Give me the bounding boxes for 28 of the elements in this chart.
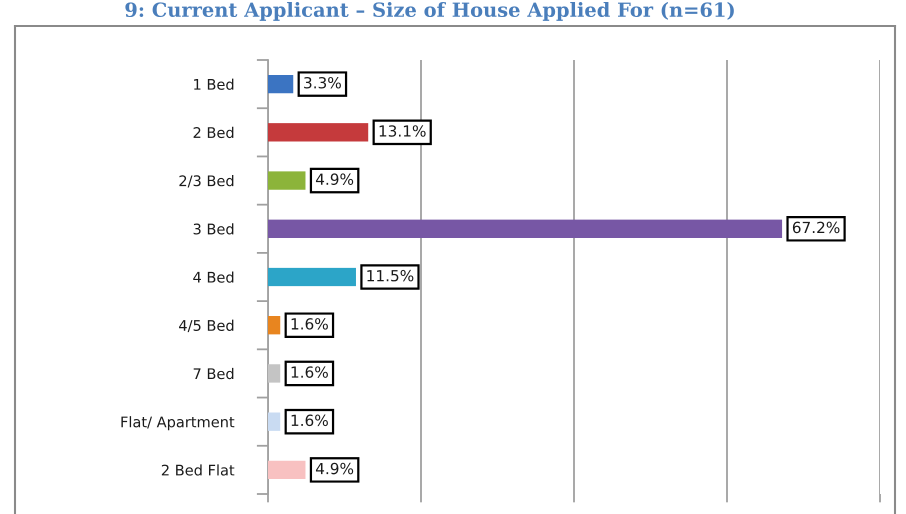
bar [268,412,280,431]
bar [268,364,280,383]
bar [268,171,306,190]
y-tick-label: 7 Bed [194,368,234,380]
y-tick-label: 2 Bed Flat [162,464,234,476]
data-label: 13.1% [380,125,426,137]
bar [268,123,368,142]
data-label: 1.6% [292,414,328,426]
data-label: 4.9% [316,462,354,474]
bar [268,268,356,286]
bar [268,220,782,238]
y-tick-label: 4/5 Bed [179,320,234,332]
y-tick-label: 1 Bed [194,78,234,90]
y-tick-label: 3 Bed [194,223,234,235]
data-label: 11.5% [367,270,414,282]
data-label: 67.2% [792,222,840,234]
y-tick-label: 2 Bed [194,126,234,138]
y-tick-label: 2/3 Bed [179,175,234,188]
y-tick-label: 4 Bed [193,271,234,283]
chart-title: 9: Current Applicant – Size of House Applied For (n=61) [125,2,734,21]
data-label: 1.6% [292,318,328,330]
bar [268,74,294,94]
y-tick-label: Flat/ Apartment [121,416,234,430]
data-label: 4.9% [316,173,354,185]
bar [268,460,306,480]
data-label: 3.3% [304,76,341,89]
bar [268,316,280,334]
data-label: 1.6% [292,366,328,378]
